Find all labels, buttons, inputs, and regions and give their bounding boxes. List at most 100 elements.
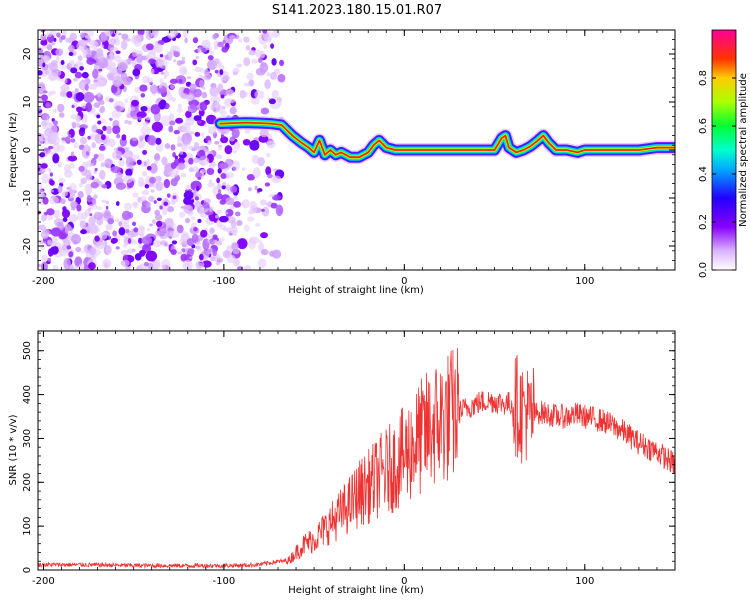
noise-speck [192,59,198,66]
noise-speck [53,108,57,113]
snr-line [38,347,675,570]
noise-speck [173,30,179,36]
noise-speck [73,77,78,82]
noise-speck [112,75,123,87]
noise-speck [59,90,67,97]
noise-speck [145,30,153,41]
noise-speck [69,32,77,41]
noise-speck [183,87,190,95]
noise-speck [177,162,186,170]
noise-speck [220,172,227,180]
noise-speck [221,46,229,53]
noise-speck [79,220,87,229]
spectrogram-noise [38,30,286,270]
noise-speck [77,55,83,62]
noise-speck [161,156,168,166]
noise-speck [217,168,222,174]
noise-speck [202,202,210,209]
noise-speck [102,125,107,131]
noise-speck [260,249,269,256]
noise-speck [188,157,194,165]
noise-speck [96,206,103,210]
noise-speck [38,188,45,198]
noise-speck [151,218,157,225]
noise-speck [124,58,133,66]
noise-speck [219,110,227,117]
noise-speck [78,182,83,188]
snr-ytick-label: 100 [22,517,33,536]
noise-speck [142,170,147,177]
noise-speck [40,33,47,41]
noise-speck [105,205,109,210]
noise-speck [50,131,59,140]
noise-speck [220,136,229,144]
noise-speck [140,93,146,98]
noise-speck [169,78,179,84]
noise-speck [174,155,179,160]
noise-speck [52,265,58,270]
noise-speck [262,30,268,34]
noise-speck [131,99,139,107]
noise-speck [64,224,72,232]
noise-speck [204,122,208,128]
noise-speck [167,30,176,39]
noise-speck [41,112,49,121]
noise-speck [47,167,52,173]
noise-speck [231,242,239,251]
noise-speck [146,165,152,171]
noise-speck [87,135,91,140]
noise-speck [202,86,206,90]
noise-speck [77,212,84,221]
noise-speck [40,244,45,250]
noise-speck [90,162,95,167]
noise-speck [210,161,217,167]
noise-speck [184,37,188,44]
noise-speck [258,240,262,243]
noise-speck [200,229,208,238]
noise-speck [215,154,223,160]
noise-speck [171,240,178,245]
noise-speck [94,235,100,242]
noise-speck [154,230,160,237]
noise-speck [130,35,142,45]
noise-speck [246,173,256,181]
noise-speck [114,218,120,223]
noise-speck [60,198,66,205]
noise-speck [138,116,142,121]
noise-speck [72,265,78,270]
noise-speck [86,57,95,66]
noise-speck [269,193,275,198]
noise-speck [102,258,112,269]
noise-speck [236,220,243,226]
noise-speck [214,140,220,145]
noise-speck [156,197,162,202]
noise-speck [108,38,117,46]
colorbar-tick-label: 0.2 [698,214,709,230]
noise-speck [271,90,279,99]
noise-speck [257,157,265,167]
noise-speck [90,254,98,259]
noise-speck [80,177,88,185]
noise-speck [200,132,205,137]
noise-speck [198,262,203,267]
noise-speck [94,168,98,172]
noise-speck [66,140,71,144]
noise-speck [95,129,102,134]
noise-speck [98,68,103,72]
noise-speck [147,135,156,146]
noise-speck [50,227,62,237]
noise-speck [55,56,60,62]
noise-speck [144,184,150,189]
noise-speck [38,46,44,54]
noise-speck [66,91,73,98]
noise-speck [266,152,271,158]
noise-speck [132,221,137,227]
noise-speck [150,104,161,115]
noise-speck [267,173,273,179]
noise-speck [181,248,186,253]
noise-speck [125,38,131,42]
noise-speck [45,102,52,109]
noise-speck [113,100,125,112]
noise-speck [147,195,155,203]
noise-speck [196,242,202,246]
